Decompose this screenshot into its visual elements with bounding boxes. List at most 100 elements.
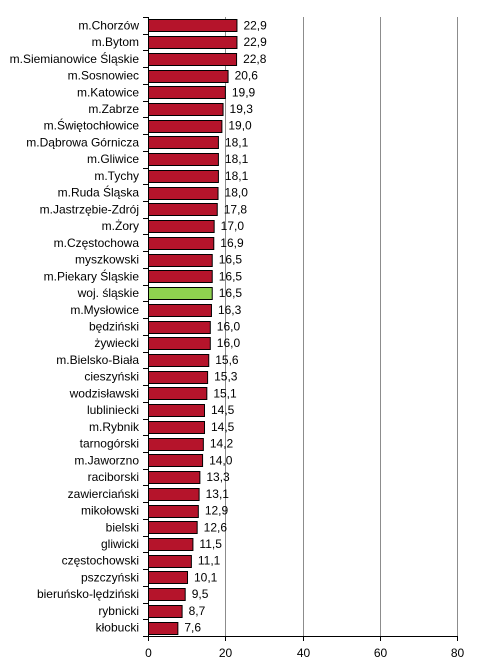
bar xyxy=(148,254,213,267)
bar xyxy=(148,304,212,317)
bars xyxy=(148,19,238,635)
category-label: zawierciański xyxy=(68,487,139,501)
value-label: 14,2 xyxy=(210,437,234,451)
category-label: żywiecki xyxy=(94,336,139,350)
bar xyxy=(148,354,210,367)
category-label: kłobucki xyxy=(96,621,139,635)
bar xyxy=(148,588,186,601)
value-label: 14,5 xyxy=(211,403,235,417)
bar xyxy=(148,237,215,250)
category-label: tarnogórski xyxy=(80,437,139,451)
x-tick-label: 80 xyxy=(451,646,465,660)
bar xyxy=(148,136,219,149)
bar xyxy=(148,371,209,384)
bar xyxy=(148,203,218,216)
bar-highlighted xyxy=(148,287,213,300)
x-tick-label: 20 xyxy=(219,646,233,660)
category-label: m.Rybnik xyxy=(89,420,140,434)
value-label: 20,6 xyxy=(235,69,259,83)
bar xyxy=(148,120,223,133)
value-label: 19,3 xyxy=(230,102,254,116)
category-label: wodzisławski xyxy=(69,386,139,400)
category-label: m.Tychy xyxy=(94,169,139,183)
value-label: 16,5 xyxy=(219,269,243,283)
labels: 0 20 40 60 80 m.Chorzów 22,9 m.Bytom 22,9 m.Siemi… xyxy=(10,18,465,660)
category-label: m.Piekary Śląskie xyxy=(44,268,140,283)
value-label: 18,1 xyxy=(225,152,249,166)
bar xyxy=(148,19,238,32)
value-label: 12,6 xyxy=(204,520,228,534)
category-label: m.Mysłowice xyxy=(70,303,139,317)
value-label: 13,3 xyxy=(206,470,230,484)
bar xyxy=(148,170,219,183)
value-label: 17,0 xyxy=(221,219,245,233)
value-label: 14,0 xyxy=(209,453,233,467)
x-tick-label: 0 xyxy=(145,646,152,660)
category-label: m.Chorzów xyxy=(78,18,139,32)
category-label: częstochowski xyxy=(62,554,139,568)
value-label: 9,5 xyxy=(192,587,209,601)
value-label: 19,9 xyxy=(232,85,256,99)
category-label: pszczyński xyxy=(81,570,139,584)
bar xyxy=(148,404,206,417)
gridlines xyxy=(225,17,458,636)
category-label: raciborski xyxy=(88,470,139,484)
value-label: 13,1 xyxy=(206,487,230,501)
value-label: 18,0 xyxy=(225,186,249,200)
bar xyxy=(148,86,226,99)
bar xyxy=(148,321,211,334)
value-label: 14,5 xyxy=(211,420,235,434)
bar xyxy=(148,605,183,618)
value-label: 22,8 xyxy=(243,52,267,66)
value-label: 16,0 xyxy=(217,320,241,334)
value-label: 7,6 xyxy=(184,621,201,635)
bar xyxy=(148,387,208,400)
bar xyxy=(148,538,194,551)
value-label: 18,1 xyxy=(225,135,249,149)
bar xyxy=(148,36,238,49)
category-label: bieruńsko-lędziński xyxy=(37,587,139,601)
category-label: bielski xyxy=(106,520,139,534)
value-label: 10,1 xyxy=(194,570,218,584)
category-label: m.Bielsko-Biała xyxy=(56,353,139,367)
bar xyxy=(148,187,219,200)
bar xyxy=(148,521,198,534)
category-label: m.Żory xyxy=(102,219,139,233)
value-label: 16,5 xyxy=(219,253,243,267)
category-label: m.Świętochłowice xyxy=(44,118,140,133)
bar xyxy=(148,103,224,116)
value-label: 12,9 xyxy=(205,504,229,518)
category-label: m.Częstochowa xyxy=(54,236,140,250)
bar xyxy=(148,421,206,434)
value-label: 17,8 xyxy=(224,202,248,216)
bar xyxy=(148,505,199,518)
category-label: m.Jaworzno xyxy=(74,453,139,467)
bar xyxy=(148,571,189,584)
axes xyxy=(143,17,458,641)
category-label: m.Zabrze xyxy=(88,102,139,116)
category-label: mikołowski xyxy=(81,504,139,518)
category-label: lubliniecki xyxy=(87,403,139,417)
bar xyxy=(148,270,213,283)
bar xyxy=(148,438,204,451)
category-label: będziński xyxy=(89,320,139,334)
category-label: m.Katowice xyxy=(77,85,139,99)
category-label: m.Dąbrowa Górnicza xyxy=(26,135,139,149)
bar xyxy=(148,488,200,501)
category-label: m.Jastrzębie-Zdrój xyxy=(40,202,139,216)
category-label: m.Sosnowiec xyxy=(68,69,139,83)
bar xyxy=(148,70,229,83)
category-label: myszkowski xyxy=(75,253,139,267)
category-label: rybnicki xyxy=(98,604,139,618)
category-label: cieszyński xyxy=(84,370,139,384)
x-tick-label: 60 xyxy=(374,646,388,660)
bar xyxy=(148,454,204,467)
category-label: m.Ruda Śląska xyxy=(58,185,140,200)
value-label: 16,3 xyxy=(218,303,242,317)
value-label: 8,7 xyxy=(189,604,206,618)
value-label: 22,9 xyxy=(243,18,267,32)
bar xyxy=(148,337,211,350)
bar xyxy=(148,220,215,233)
value-label: 18,1 xyxy=(225,169,249,183)
